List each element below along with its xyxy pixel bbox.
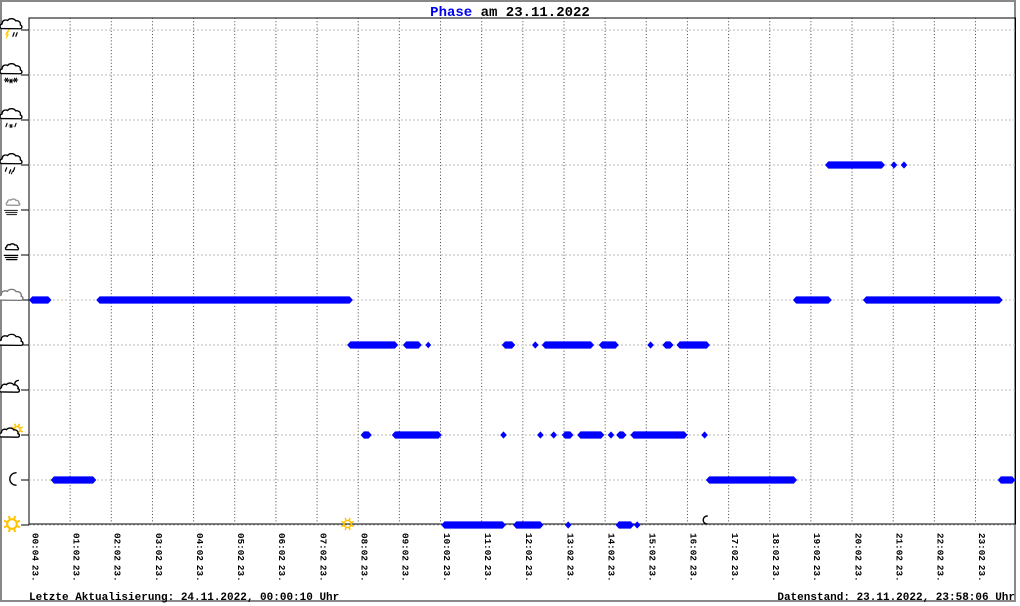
svg-text:10:0223.: 10:0223. bbox=[441, 533, 452, 582]
svg-text:05:0223.: 05:0223. bbox=[235, 533, 246, 582]
svg-text:18:0223.: 18:0223. bbox=[770, 533, 781, 582]
svg-text:22:0223.: 22:0223. bbox=[935, 533, 946, 582]
svg-text:00:0423.: 00:0423. bbox=[29, 533, 40, 582]
svg-text:21:0223.: 21:0223. bbox=[894, 533, 905, 582]
svg-text:20:0223.: 20:0223. bbox=[852, 533, 863, 582]
svg-text:03:0223.: 03:0223. bbox=[153, 533, 164, 582]
svg-text:19:0223.: 19:0223. bbox=[811, 533, 822, 582]
svg-text:16:0223.: 16:0223. bbox=[688, 533, 699, 582]
svg-text:06:0223.: 06:0223. bbox=[276, 533, 287, 582]
svg-text:02:0223.: 02:0223. bbox=[112, 533, 123, 582]
svg-text:09:0223.: 09:0223. bbox=[400, 533, 411, 582]
svg-text:04:0223.: 04:0223. bbox=[194, 533, 205, 582]
svg-text:17:0223.: 17:0223. bbox=[729, 533, 740, 582]
svg-text:23:0223.: 23:0223. bbox=[976, 533, 987, 582]
svg-text:13:0223.: 13:0223. bbox=[564, 533, 575, 582]
svg-text:14:0223.: 14:0223. bbox=[605, 533, 616, 582]
svg-text:11:0223.: 11:0223. bbox=[482, 533, 493, 582]
svg-text:01:0223.: 01:0223. bbox=[70, 533, 81, 582]
svg-text:12:0223.: 12:0223. bbox=[523, 533, 534, 582]
svg-text:07:0223.: 07:0223. bbox=[317, 533, 328, 582]
svg-text:08:0223.: 08:0223. bbox=[359, 533, 370, 582]
svg-text:15:0223.: 15:0223. bbox=[647, 533, 658, 582]
